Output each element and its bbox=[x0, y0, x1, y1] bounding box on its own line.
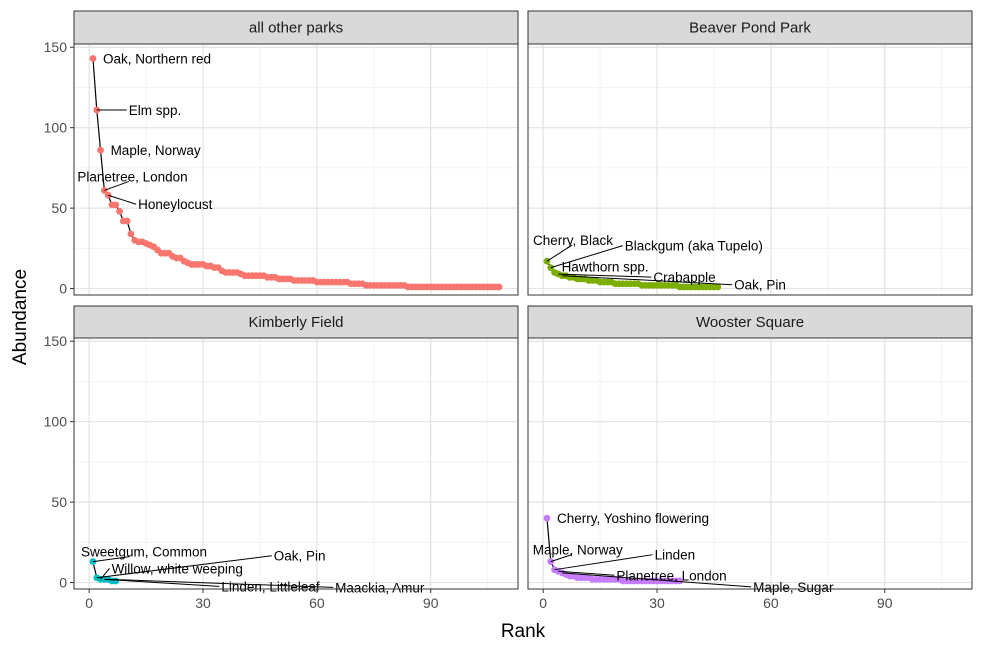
annotation-label: Maple, Sugar bbox=[753, 580, 834, 595]
data-point bbox=[116, 207, 123, 215]
annotation-label: Maple, Norway bbox=[533, 543, 623, 558]
data-point bbox=[676, 577, 684, 585]
x-tick-label: 0 bbox=[539, 595, 547, 611]
panel-kimberly-field: Kimberly Field Sweetgum, Common Oak, Pin Wi… bbox=[44, 305, 519, 611]
annotation-label: Blackgum (aka Tupelo) bbox=[625, 239, 763, 254]
x-tick-label: 30 bbox=[195, 595, 211, 611]
annotation-leader-line bbox=[558, 570, 615, 576]
facet-strip-title: Kimberly Field bbox=[248, 314, 343, 331]
annotation-leader-line bbox=[108, 194, 137, 205]
annotation-label: Linden bbox=[655, 548, 696, 563]
plot-background bbox=[74, 338, 518, 589]
y-axis-title: Abundance bbox=[10, 269, 31, 365]
annotation-leader-line bbox=[550, 554, 572, 563]
facet-strip-title: Wooster Square bbox=[696, 314, 804, 331]
data-point bbox=[112, 201, 120, 209]
facet-strip bbox=[527, 10, 973, 45]
panels-layer: all other parks Oak, Northern red Elm spp.… bbox=[44, 10, 973, 611]
data-point bbox=[112, 577, 120, 585]
x-tick-label: 90 bbox=[877, 595, 893, 611]
annotation-leader-line bbox=[554, 554, 653, 571]
annotation-leader-line bbox=[562, 572, 752, 588]
annotation-label: Honeylocust bbox=[138, 197, 213, 212]
y-tick-label: 0 bbox=[59, 575, 67, 591]
y-tick-label: 50 bbox=[51, 200, 67, 216]
y-tick-label: 100 bbox=[44, 414, 68, 430]
data-point bbox=[89, 55, 97, 62]
data-point bbox=[547, 558, 555, 566]
annotation-leader-line bbox=[550, 245, 623, 269]
plot-background bbox=[528, 44, 972, 295]
annotation-label: Maple, Norway bbox=[111, 143, 201, 158]
annotation-label: Willow, white weeping bbox=[112, 561, 243, 576]
y-tick-label: 100 bbox=[44, 120, 68, 136]
y-tick-label: 150 bbox=[44, 39, 68, 55]
panel-border bbox=[527, 43, 973, 296]
annotation-label: Cherry, Black bbox=[533, 233, 613, 248]
annotation-leader-line bbox=[104, 180, 130, 191]
data-point bbox=[123, 217, 131, 225]
x-tick-label: 60 bbox=[763, 595, 779, 611]
annotation-label: Elm spp. bbox=[129, 103, 182, 118]
annotation-leader-line bbox=[562, 275, 733, 286]
annotation-leader-line bbox=[104, 578, 220, 587]
data-point bbox=[127, 230, 135, 238]
annotation-leader-line bbox=[108, 578, 334, 588]
y-tick-label: 50 bbox=[51, 494, 67, 510]
annotation-leader-line bbox=[100, 568, 110, 580]
plot-background bbox=[74, 44, 518, 295]
annotation-leader-line bbox=[546, 244, 573, 262]
panel-all-other-parks: all other parks Oak, Northern red Elm spp.… bbox=[44, 10, 519, 297]
annotation-label: Linden, Littleleaf bbox=[221, 579, 320, 594]
x-axis-title: Rank bbox=[501, 621, 546, 642]
panel-border bbox=[527, 337, 973, 590]
panel-border bbox=[73, 337, 519, 590]
annotation-label: Oak, Northern red bbox=[103, 51, 211, 66]
x-tick-label: 90 bbox=[423, 595, 439, 611]
data-point bbox=[543, 514, 551, 522]
facet-strip-title: all other parks bbox=[249, 20, 343, 37]
annotation-leader-line bbox=[92, 556, 130, 563]
x-tick-label: 0 bbox=[85, 595, 93, 611]
annotation-label: Planetree, London bbox=[77, 169, 187, 184]
panel-border bbox=[73, 43, 519, 296]
annotation-label: Planetree, London bbox=[616, 568, 726, 583]
annotation-leader-line bbox=[96, 555, 272, 579]
data-point bbox=[495, 283, 503, 291]
annotation-label: Hawthorn spp. bbox=[562, 259, 649, 274]
panel-beaver-pond-park: Beaver Pond Park Cherry, Black Blackgum (a… bbox=[527, 10, 973, 296]
annotation-label: Cherry, Yoshino flowering bbox=[557, 511, 709, 526]
data-point bbox=[100, 187, 108, 194]
annotation-label: Oak, Pin bbox=[274, 549, 326, 564]
annotation-leader-line bbox=[558, 273, 652, 278]
y-tick-label: 150 bbox=[44, 333, 68, 349]
data-point bbox=[714, 283, 722, 291]
x-tick-label: 60 bbox=[309, 595, 325, 611]
data-point bbox=[547, 264, 555, 272]
facet-strip-title: Beaver Pond Park bbox=[689, 20, 811, 37]
panel-wooster-square: Wooster Square Cherry, Yoshino flowering M… bbox=[527, 305, 973, 611]
x-tick-label: 30 bbox=[649, 595, 665, 611]
facet-strip bbox=[527, 305, 973, 339]
y-tick-label: 0 bbox=[59, 281, 67, 297]
annotation-label: Oak, Pin bbox=[734, 278, 786, 293]
data-point bbox=[97, 146, 104, 154]
annotation-label: Maackia, Amur bbox=[335, 580, 425, 595]
facet-strip bbox=[73, 10, 519, 45]
plot-background bbox=[528, 338, 972, 589]
annotation-label: Sweetgum, Common bbox=[81, 545, 207, 560]
